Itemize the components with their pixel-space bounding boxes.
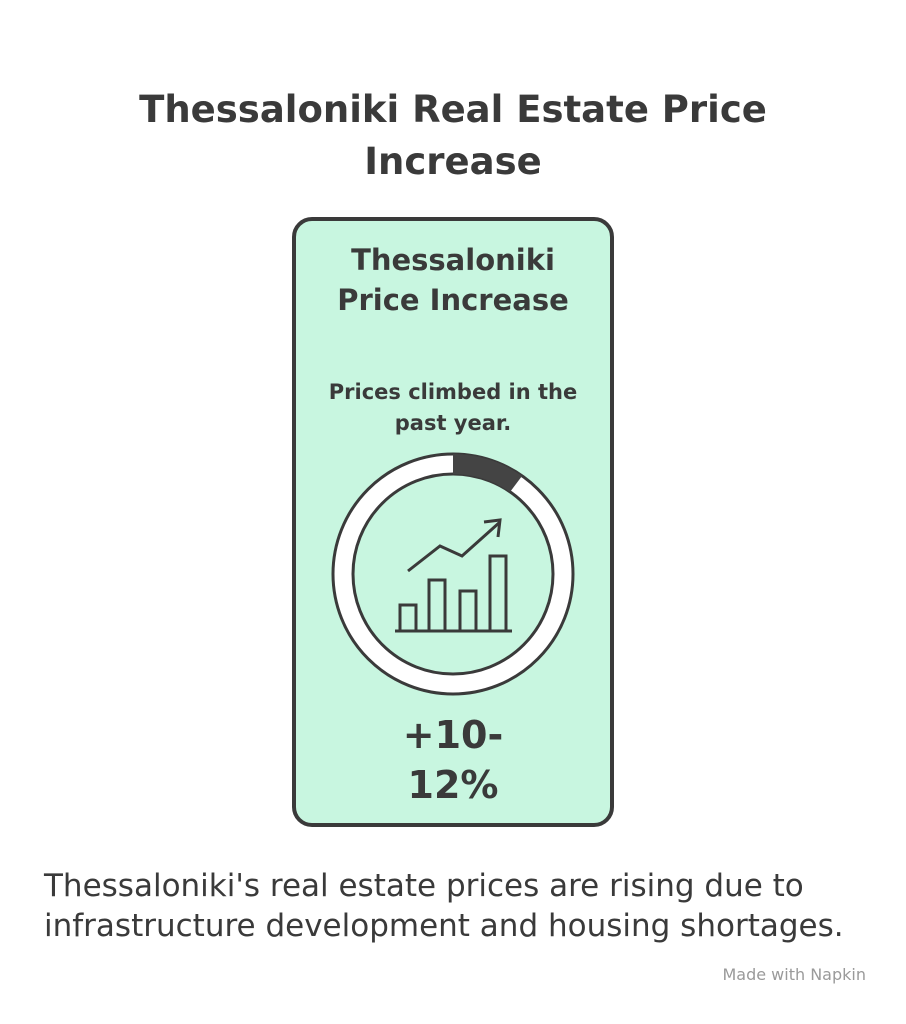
card <box>292 217 614 827</box>
caption: Thessaloniki's real estate prices are ri… <box>44 868 844 944</box>
card-subtitle: Prices climbed in the past year. <box>328 380 578 435</box>
ring-segment <box>453 454 522 492</box>
card-value: +10-12% <box>402 713 504 807</box>
footer: Made with Napkin <box>722 965 866 984</box>
page-title: Thessaloniki Real Estate Price Increase <box>139 88 767 183</box>
card-title: Thessaloniki Price Increase <box>337 243 569 317</box>
chart-icon <box>395 518 512 633</box>
